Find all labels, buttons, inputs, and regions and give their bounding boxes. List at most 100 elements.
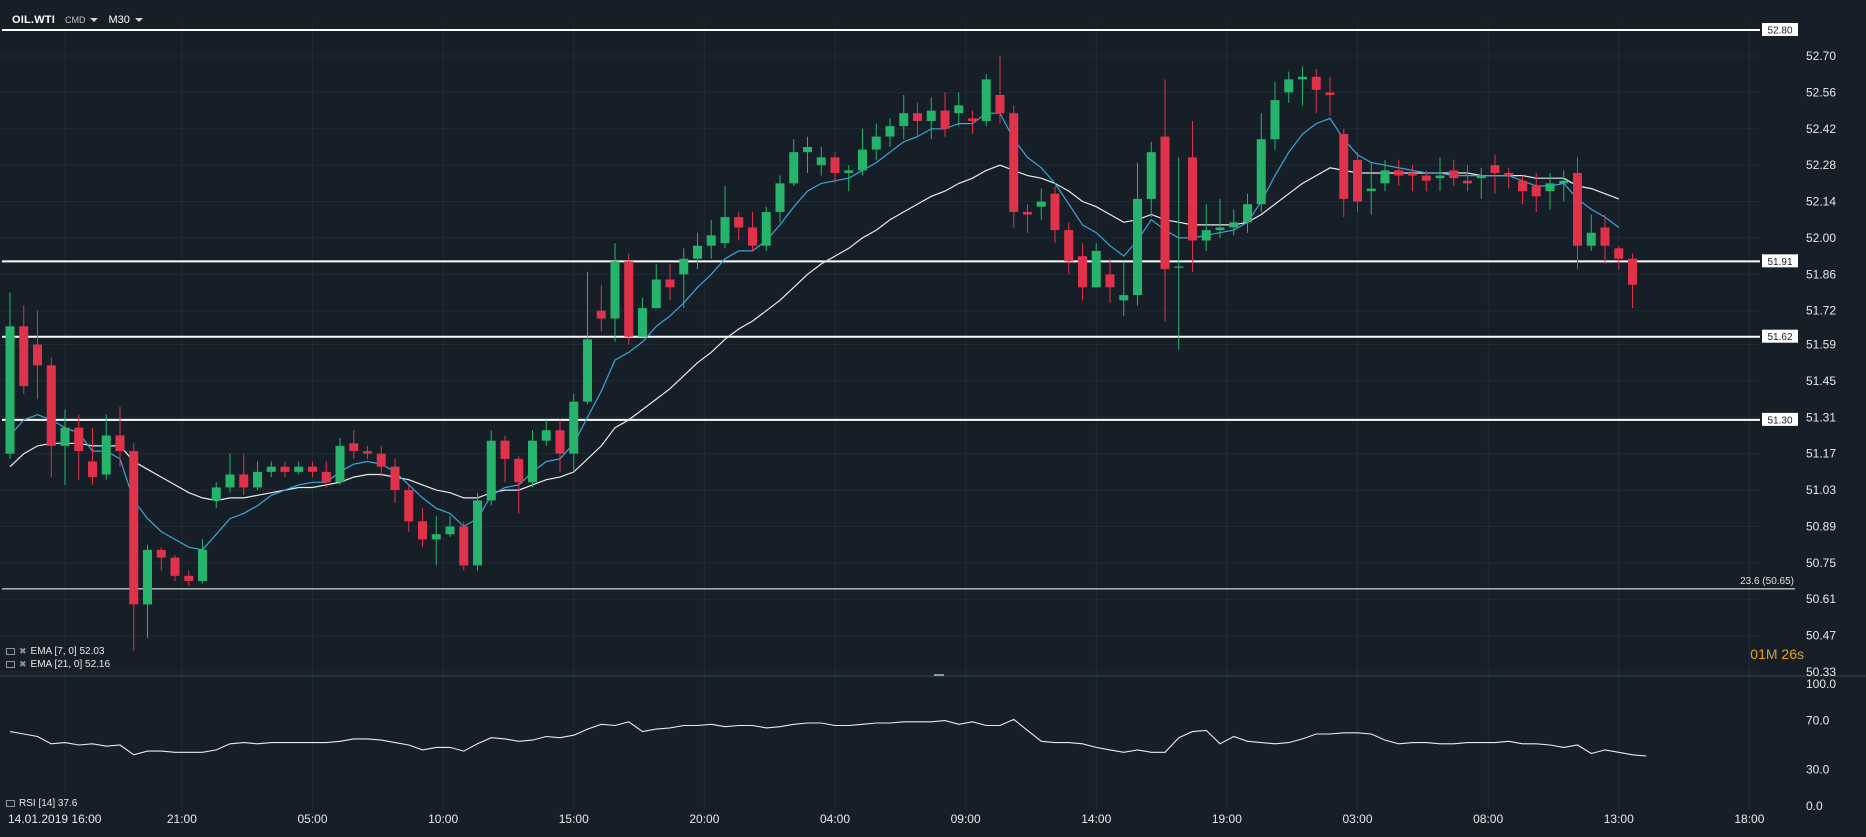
- candle-body: [1050, 193, 1060, 231]
- pane-resize-handle[interactable]: [934, 674, 944, 676]
- instrument-type-label: CMD: [64, 15, 86, 25]
- candle: [541, 419, 551, 446]
- candle: [473, 492, 482, 571]
- candle: [445, 516, 455, 537]
- ema-slow-legend[interactable]: ✖ EMA [21, 0] 52.16: [6, 659, 110, 670]
- settings-icon[interactable]: [6, 648, 15, 655]
- level-price-badge: [1762, 254, 1798, 268]
- price-axis-label: 52.00: [1806, 231, 1836, 245]
- candle: [1325, 76, 1335, 116]
- candle: [390, 458, 400, 504]
- settings-icon[interactable]: [6, 661, 15, 668]
- settings-icon[interactable]: [6, 800, 15, 807]
- candle-body: [803, 146, 812, 153]
- candle-body: [583, 339, 592, 402]
- candle: [1284, 71, 1294, 103]
- time-axis-label: 08:00: [1473, 812, 1503, 826]
- candle: [981, 74, 991, 127]
- timeframe-label: M30: [108, 14, 130, 26]
- candle: [1353, 152, 1362, 212]
- price-axis-label: 51.86: [1806, 267, 1836, 281]
- candle-body: [913, 113, 922, 121]
- instrument-type-dropdown[interactable]: CMD: [65, 14, 99, 26]
- candle-body: [363, 451, 372, 454]
- candle: [871, 123, 881, 160]
- candle-body: [1463, 180, 1472, 184]
- candle-body: [1105, 274, 1115, 288]
- candle: [5, 292, 15, 459]
- candle-body: [74, 427, 84, 452]
- candle-body: [486, 440, 496, 501]
- candle: [1023, 204, 1032, 233]
- close-icon[interactable]: ✖: [19, 646, 27, 656]
- candle: [940, 92, 950, 137]
- candle: [1339, 128, 1349, 218]
- rsi-legend[interactable]: RSI [14] 37.6: [6, 798, 77, 809]
- candle-body: [679, 258, 689, 275]
- candle-body: [33, 344, 42, 366]
- time-axis-label: 18:00: [1734, 812, 1764, 826]
- timeframe-dropdown[interactable]: M30: [108, 14, 143, 26]
- candle: [665, 263, 675, 301]
- symbol-label[interactable]: OIL.WTI: [12, 14, 55, 26]
- candle-body: [1545, 183, 1555, 192]
- price-axis-label: 52.14: [1806, 195, 1836, 209]
- candle: [1311, 68, 1321, 114]
- candle-body: [1298, 76, 1307, 80]
- candle-body: [60, 427, 70, 446]
- candle: [1174, 157, 1184, 350]
- candle-body: [1573, 172, 1582, 246]
- candle-body: [816, 157, 826, 166]
- candle-body: [156, 549, 166, 558]
- candle: [1435, 157, 1445, 192]
- candle: [225, 453, 235, 493]
- ema-fast-legend[interactable]: ✖ EMA [7, 0] 52.03: [6, 646, 104, 657]
- candle: [995, 55, 1005, 124]
- candle: [1518, 175, 1527, 205]
- candle: [60, 409, 70, 485]
- candle-body: [5, 326, 15, 454]
- candle: [459, 521, 469, 571]
- candle-body: [1559, 180, 1569, 184]
- candle: [101, 414, 111, 480]
- candle: [1215, 198, 1225, 238]
- price-axis-label: 50.89: [1806, 519, 1836, 533]
- candle-body: [1504, 172, 1514, 176]
- candle-body: [431, 534, 441, 540]
- candle: [308, 461, 317, 478]
- candle: [1545, 172, 1555, 210]
- candle: [1160, 79, 1170, 322]
- candle: [899, 94, 909, 140]
- time-axis-label: 10:00: [428, 812, 458, 826]
- candle: [19, 305, 29, 394]
- candle: [1201, 204, 1211, 251]
- level-price-badge: [1762, 23, 1798, 36]
- candle-body: [321, 471, 331, 483]
- candle: [1394, 159, 1404, 186]
- candle-body: [899, 113, 909, 127]
- time-axis-label: 19:00: [1212, 812, 1242, 826]
- candle: [1105, 258, 1115, 303]
- candle-body: [1311, 76, 1321, 90]
- candle-body: [1628, 258, 1637, 285]
- candle-body: [1518, 180, 1527, 192]
- candle: [143, 544, 152, 639]
- candle: [500, 435, 510, 483]
- candle: [830, 152, 840, 184]
- candle-body: [1476, 175, 1486, 179]
- candle: [1490, 154, 1500, 194]
- candle-body: [101, 435, 111, 475]
- candle: [280, 461, 290, 478]
- countdown-minutes-unit: M: [1765, 646, 1778, 662]
- candle: [1270, 81, 1280, 150]
- time-axis-label: 03:00: [1342, 812, 1372, 826]
- close-icon[interactable]: ✖: [19, 659, 27, 669]
- rsi-line: [9, 718, 1647, 757]
- candle: [954, 92, 964, 127]
- rsi-axis-label: 0.0: [1806, 799, 1823, 813]
- candle: [198, 539, 207, 584]
- candle-body: [1614, 248, 1624, 259]
- candle: [1256, 113, 1266, 212]
- candle-body: [789, 152, 799, 184]
